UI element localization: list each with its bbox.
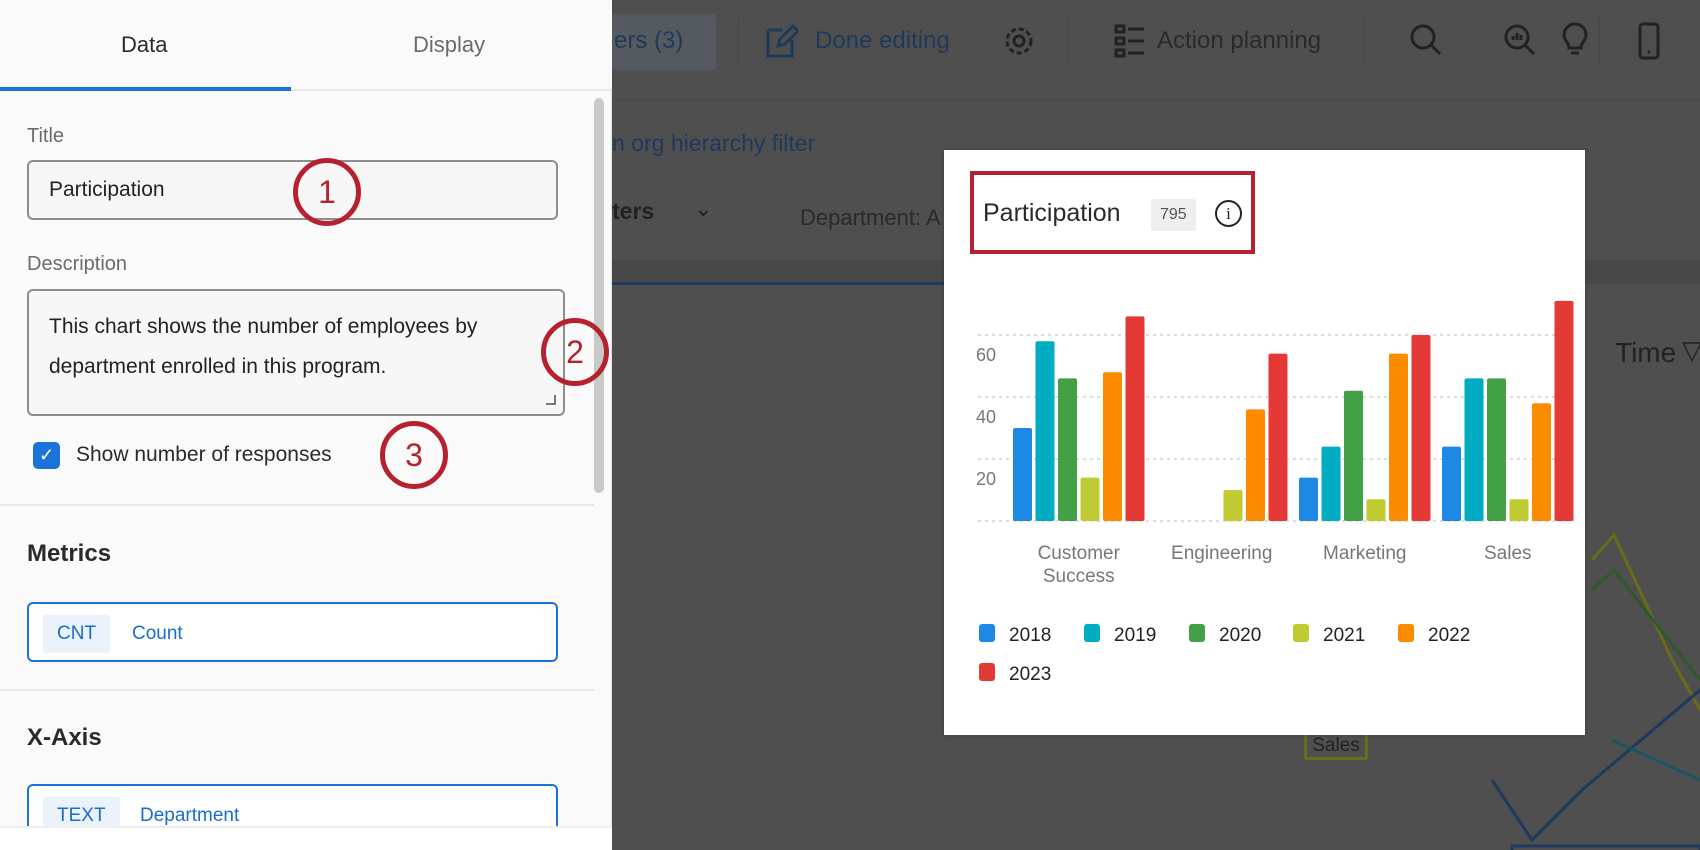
stats-iq-search-icon[interactable]: [1502, 22, 1536, 60]
show-responses-label[interactable]: Show number of responses: [76, 443, 332, 466]
show-responses-checkbox[interactable]: ✓: [33, 442, 60, 469]
action-planning-icon[interactable]: [1114, 22, 1148, 60]
lightbulb-icon[interactable]: [1558, 22, 1592, 60]
tab-display[interactable]: Display: [413, 32, 486, 57]
bar-2020: [1058, 378, 1077, 521]
metric-type-tag: CNT: [43, 615, 111, 653]
section-divider: [0, 504, 594, 506]
time-label: Time: [1615, 337, 1677, 368]
sales-tag-label: Sales: [1312, 735, 1360, 756]
bar-2023: [1268, 353, 1288, 521]
bar-2019: [1321, 446, 1341, 521]
description-textarea[interactable]: This chart shows the number of employees…: [27, 289, 565, 416]
gear-icon[interactable]: [1002, 22, 1036, 60]
section-divider: [0, 689, 594, 691]
legend-swatch-2018: [979, 624, 995, 642]
xaxis-heading: X-Axis: [27, 724, 102, 751]
bar-2023: [1125, 316, 1145, 521]
title-input[interactable]: Participation: [27, 160, 558, 220]
legend-swatch-2020: [1189, 624, 1205, 642]
x-tick-label: Customer: [1038, 543, 1121, 564]
toolbar-divider: [738, 18, 739, 64]
bar-2022: [1246, 409, 1265, 521]
bar-2019: [1035, 341, 1055, 521]
bar-2021: [1080, 477, 1100, 521]
metric-field[interactable]: CNT Count: [27, 602, 558, 662]
panel-scrollbar[interactable]: [594, 98, 604, 493]
bar-2018: [1013, 428, 1032, 521]
bar-2021: [1223, 490, 1243, 521]
title-highlight-box: [970, 171, 1255, 254]
filters-button-label[interactable]: ers (3): [614, 27, 684, 54]
legend-label-2020: 2020: [1219, 625, 1261, 646]
background-line-chart: [1490, 429, 1700, 850]
done-editing-button[interactable]: Done editing: [815, 27, 950, 54]
toolbar-divider: [1599, 18, 1600, 64]
bar-2023: [1554, 300, 1574, 521]
widget-edit-panel: Data Display Title Participation Descrip…: [0, 0, 612, 850]
title-input-value: Participation: [49, 178, 165, 201]
bar-2023: [1411, 335, 1431, 521]
mobile-preview-icon[interactable]: [1632, 22, 1666, 60]
chevron-down-icon[interactable]: ⌄: [694, 196, 713, 221]
chart-widget-card[interactable]: Participation 795 i 20 40 60 Customer Succes…: [944, 150, 1585, 735]
toolbar-border: [612, 99, 1700, 100]
metrics-heading: Metrics: [27, 540, 112, 567]
legend-label-2019: 2019: [1114, 625, 1156, 646]
x-tick-label: Success: [1043, 566, 1115, 587]
title-label: Title: [27, 125, 65, 147]
y-tick-label: 40: [976, 407, 996, 427]
bar-2018: [1299, 477, 1318, 521]
bar-2018: [1442, 446, 1461, 521]
panel-footer: [0, 826, 612, 850]
legend-label-2022: 2022: [1428, 625, 1470, 646]
bar-2022: [1532, 403, 1551, 521]
filter-icon[interactable]: ▽: [1682, 335, 1700, 365]
bar-2019: [1464, 378, 1484, 521]
department-filter[interactable]: Department: A: [800, 205, 941, 230]
bar-2021: [1366, 499, 1386, 521]
resize-handle-icon[interactable]: [546, 395, 556, 405]
panel-tabs: Data Display: [0, 0, 612, 91]
callout-3: 3: [380, 421, 448, 489]
y-tick-label: 20: [976, 469, 996, 489]
filters-toggle[interactable]: ters: [612, 198, 655, 224]
metric-name: Count: [132, 623, 183, 644]
description-textarea-value: This chart shows the number of employees…: [49, 315, 478, 378]
tab-data[interactable]: Data: [121, 32, 168, 57]
legend-swatch-2022: [1398, 624, 1414, 642]
bar-2020: [1344, 390, 1363, 521]
legend-label-2018: 2018: [1009, 625, 1051, 646]
toolbar-divider: [1068, 18, 1069, 64]
callout-2: 2: [541, 318, 609, 386]
legend-label-2023: 2023: [1009, 664, 1051, 685]
widget-title: Participation: [983, 199, 1121, 227]
active-tab-indicator: [0, 87, 291, 91]
info-icon[interactable]: i: [1215, 200, 1242, 227]
legend-swatch-2019: [1084, 624, 1100, 642]
legend-swatch-2021: [1293, 624, 1309, 642]
y-tick-label: 60: [976, 345, 996, 365]
bar-2022: [1389, 353, 1408, 521]
action-planning-button[interactable]: Action planning: [1157, 27, 1322, 54]
bar-2021: [1509, 499, 1529, 521]
x-tick-label: Engineering: [1171, 543, 1272, 564]
callout-1: 1: [293, 158, 361, 226]
response-count-badge: 795: [1151, 199, 1196, 231]
text-iq-search-icon[interactable]: [1408, 22, 1442, 60]
widget-selected-border: [612, 282, 944, 285]
x-tick-label: Sales: [1484, 543, 1532, 564]
xaxis-field-name: Department: [140, 805, 240, 826]
x-tick-label: Marketing: [1323, 543, 1406, 564]
description-label: Description: [27, 253, 128, 275]
filters-button[interactable]: [612, 14, 716, 70]
bar-2022: [1103, 372, 1122, 521]
legend-label-2021: 2021: [1323, 625, 1365, 646]
edit-icon[interactable]: [764, 22, 798, 60]
legend-swatch-2023: [979, 663, 995, 681]
org-hierarchy-filter-link[interactable]: n org hierarchy filter: [612, 130, 816, 156]
bar-2020: [1487, 378, 1506, 521]
toolbar-divider: [1364, 18, 1365, 64]
